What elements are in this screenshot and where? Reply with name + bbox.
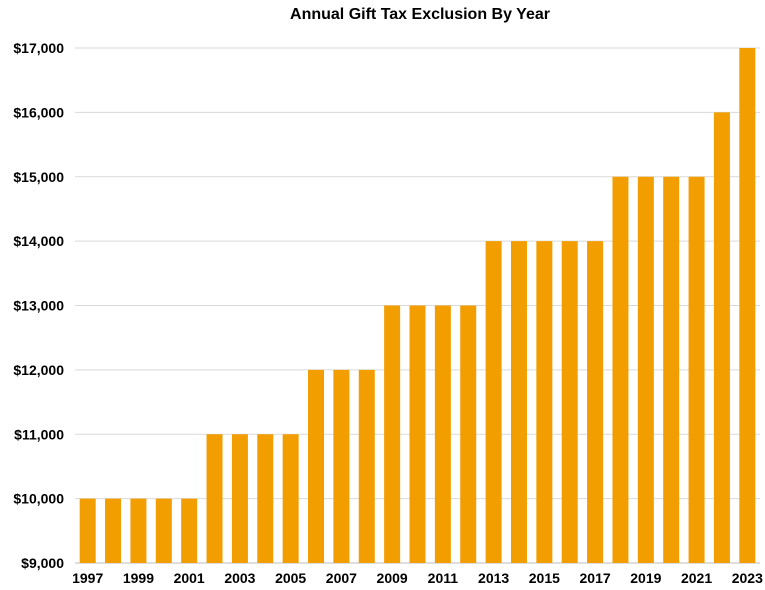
y-tick-label: $13,000 bbox=[13, 298, 64, 314]
x-tick-label: 2005 bbox=[275, 570, 306, 586]
bar bbox=[79, 498, 96, 563]
bar bbox=[130, 498, 147, 563]
bar bbox=[536, 241, 553, 563]
y-tick-label: $9,000 bbox=[21, 555, 64, 571]
chart-title: Annual Gift Tax Exclusion By Year bbox=[290, 6, 550, 23]
x-tick-label: 2017 bbox=[580, 570, 611, 586]
bar bbox=[384, 305, 401, 563]
bar bbox=[713, 112, 730, 563]
x-tick-label: 2023 bbox=[732, 570, 763, 586]
bar bbox=[561, 241, 578, 563]
bar bbox=[510, 241, 527, 563]
bar bbox=[333, 369, 350, 563]
x-tick-label: 2001 bbox=[174, 570, 205, 586]
y-tick-label: $11,000 bbox=[14, 426, 64, 442]
x-tick-label: 2013 bbox=[478, 570, 509, 586]
bar bbox=[460, 305, 477, 563]
x-tick-label: 2011 bbox=[428, 570, 459, 586]
bar bbox=[637, 176, 654, 563]
bar bbox=[434, 305, 451, 563]
bar bbox=[663, 176, 680, 563]
bar bbox=[282, 434, 299, 563]
x-tick-label: 2007 bbox=[326, 570, 357, 586]
bar bbox=[688, 176, 705, 563]
bar bbox=[105, 498, 122, 563]
bar bbox=[358, 369, 375, 563]
x-tick-label: 2009 bbox=[377, 570, 408, 586]
bar bbox=[485, 241, 502, 563]
bar bbox=[308, 369, 325, 563]
bar bbox=[206, 434, 223, 563]
bar bbox=[181, 498, 198, 563]
bar bbox=[612, 176, 629, 563]
y-tick-label: $10,000 bbox=[13, 491, 64, 507]
bar bbox=[409, 305, 426, 563]
bar bbox=[231, 434, 248, 563]
x-tick-label: 1997 bbox=[72, 570, 103, 586]
bar bbox=[739, 48, 756, 563]
y-tick-label: $15,000 bbox=[13, 169, 64, 185]
y-tick-label: $12,000 bbox=[13, 362, 64, 378]
x-tick-label: 2019 bbox=[630, 570, 661, 586]
y-tick-label: $16,000 bbox=[13, 104, 64, 120]
x-tick-label: 2003 bbox=[224, 570, 255, 586]
x-tick-label: 2021 bbox=[681, 570, 712, 586]
bar bbox=[587, 241, 604, 563]
bar bbox=[257, 434, 274, 563]
y-tick-label: $14,000 bbox=[13, 233, 64, 249]
x-tick-label: 1999 bbox=[123, 570, 154, 586]
y-tick-label: $17,000 bbox=[13, 40, 64, 56]
x-tick-label: 2015 bbox=[529, 570, 560, 586]
bar bbox=[155, 498, 172, 563]
